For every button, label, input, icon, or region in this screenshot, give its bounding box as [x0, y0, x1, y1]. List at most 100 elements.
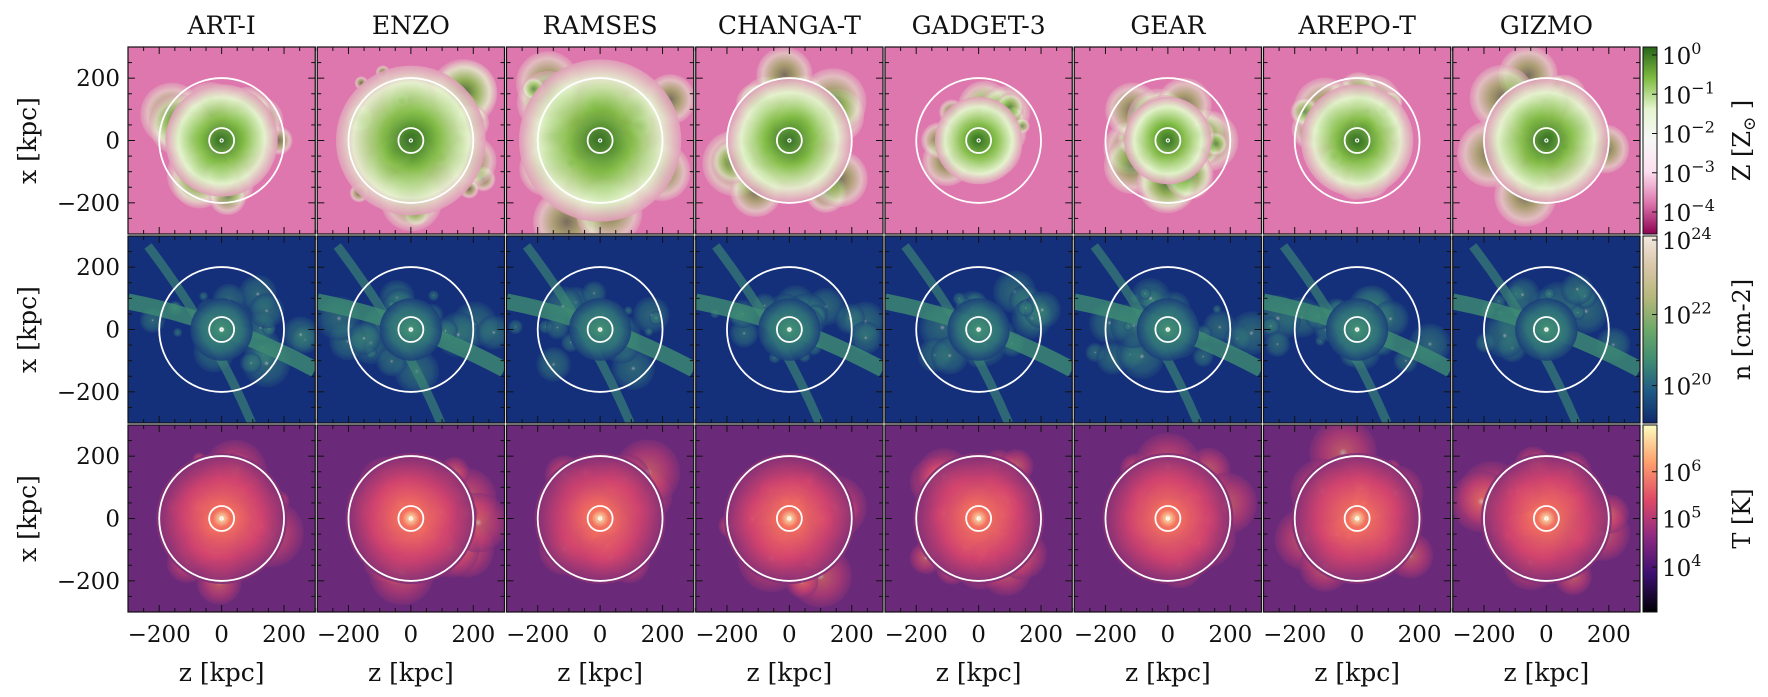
x-tick-label: −200 [317, 622, 380, 648]
radius-circle-5kpc [408, 327, 414, 332]
radius-circle-40kpc [208, 505, 236, 532]
map-blob [347, 321, 381, 355]
radius-circle-40kpc [775, 505, 803, 532]
x-tick-label: 0 [1350, 622, 1365, 648]
x-axis-label: z [kpc] [179, 658, 265, 687]
colorbar-metallicity [1642, 46, 1658, 235]
panel-art-i-temperature [127, 424, 316, 613]
halo-core [345, 452, 477, 585]
colorbar-tick-label: 1024 [1662, 224, 1712, 255]
halo-core [518, 59, 682, 222]
halo-core [723, 452, 855, 585]
y-tick-label: 200 [76, 255, 120, 281]
column-title: RAMSES [543, 11, 658, 40]
map-blob [476, 315, 505, 350]
x-tick-label: 0 [593, 622, 608, 648]
x-axis-label: z [kpc] [557, 658, 643, 687]
ticks [1263, 424, 1452, 613]
halo-core [335, 65, 486, 216]
halo-core [913, 452, 1045, 585]
column-title: AREPO-T [1297, 11, 1416, 40]
radius-circle-5kpc [219, 327, 224, 332]
radius-circle-200kpc [726, 266, 853, 393]
halo-core [934, 96, 1023, 185]
radius-circle-40kpc [965, 127, 993, 154]
radius-circle-40kpc [1343, 316, 1371, 343]
ticks [1073, 46, 1262, 235]
panel-gear-metallicity [1073, 46, 1263, 235]
panel-ramses-temperature [505, 424, 695, 613]
radius-circle-40kpc [775, 127, 803, 154]
radius-circle-5kpc [787, 327, 792, 332]
radius-circle-200kpc [158, 266, 285, 393]
column-title: GADGET-3 [912, 11, 1046, 40]
radius-circle-5kpc [976, 138, 981, 143]
ticks [127, 46, 316, 235]
x-tick-label: −200 [695, 622, 758, 648]
ticks [127, 424, 316, 613]
radius-circle-5kpc [787, 138, 792, 143]
ticks [1452, 46, 1641, 235]
ticks [127, 235, 316, 424]
x-tick-label: 200 [1019, 622, 1063, 648]
map-blob [1023, 291, 1061, 329]
ticks [506, 46, 695, 235]
radius-circle-40kpc [1154, 127, 1182, 154]
radius-circle-40kpc [1532, 505, 1560, 532]
panel-gear-temperature [1073, 424, 1263, 613]
y-tick-label: 0 [105, 129, 120, 155]
radius-circle-40kpc [586, 127, 614, 154]
colorbar-tick-label: 10−4 [1662, 196, 1715, 227]
x-tick-label: 200 [1587, 622, 1631, 648]
halo-core [379, 298, 443, 361]
x-axis-label: z [kpc] [1503, 658, 1589, 687]
colorbar-label: T [K] [1728, 488, 1756, 548]
map-blob [508, 319, 523, 335]
radius-circle-200kpc [347, 266, 475, 393]
ticks [1452, 235, 1641, 424]
halo-core [190, 298, 253, 361]
radius-circle-5kpc [408, 516, 414, 521]
radius-circle-5kpc [787, 516, 792, 521]
x-tick-label: 200 [641, 622, 685, 648]
radius-circle-40kpc [1154, 505, 1182, 532]
halo-core [534, 452, 666, 585]
radius-circle-200kpc [915, 77, 1042, 204]
halo-core [1480, 452, 1612, 585]
x-tick-label: 0 [971, 622, 986, 648]
radius-circle-200kpc [536, 455, 664, 582]
x-tick-label: 0 [1539, 622, 1554, 648]
colorbar-column-density [1642, 235, 1658, 424]
halo-core [1325, 298, 1389, 361]
x-axis-label: z [kpc] [746, 658, 832, 687]
halo-core [1102, 452, 1234, 585]
radius-circle-40kpc [208, 316, 236, 343]
halo-core [1136, 298, 1200, 361]
radius-circle-40kpc [1532, 316, 1560, 343]
colorbar-tick-label: 104 [1662, 551, 1701, 582]
radius-circle-5kpc [219, 516, 224, 521]
x-axis-label: z [kpc] [368, 658, 454, 687]
map-blob [249, 293, 285, 329]
radius-circle-5kpc [1354, 516, 1360, 521]
y-tick-label: −200 [57, 569, 120, 595]
panel-ramses-column-density [505, 235, 695, 424]
panel-gizmo-metallicity [1452, 46, 1641, 235]
colorbar-label: n [cm-2] [1728, 279, 1756, 380]
map-blob [173, 328, 183, 337]
radius-circle-40kpc [1343, 505, 1371, 532]
map-grid [127, 46, 1641, 613]
panel-gear-column-density [1073, 235, 1263, 424]
ticks [1263, 235, 1452, 424]
y-tick-label: 200 [76, 66, 120, 92]
radius-circle-5kpc [597, 327, 603, 332]
radius-circle-5kpc [219, 138, 224, 143]
map-blob [282, 316, 316, 353]
ticks [506, 424, 695, 613]
x-tick-label: 200 [262, 622, 306, 648]
radius-circle-40kpc [1343, 127, 1371, 154]
radius-circle-40kpc [586, 316, 614, 343]
column-title: ART-I [187, 11, 256, 40]
ticks [316, 235, 505, 424]
map-blob [849, 321, 883, 355]
